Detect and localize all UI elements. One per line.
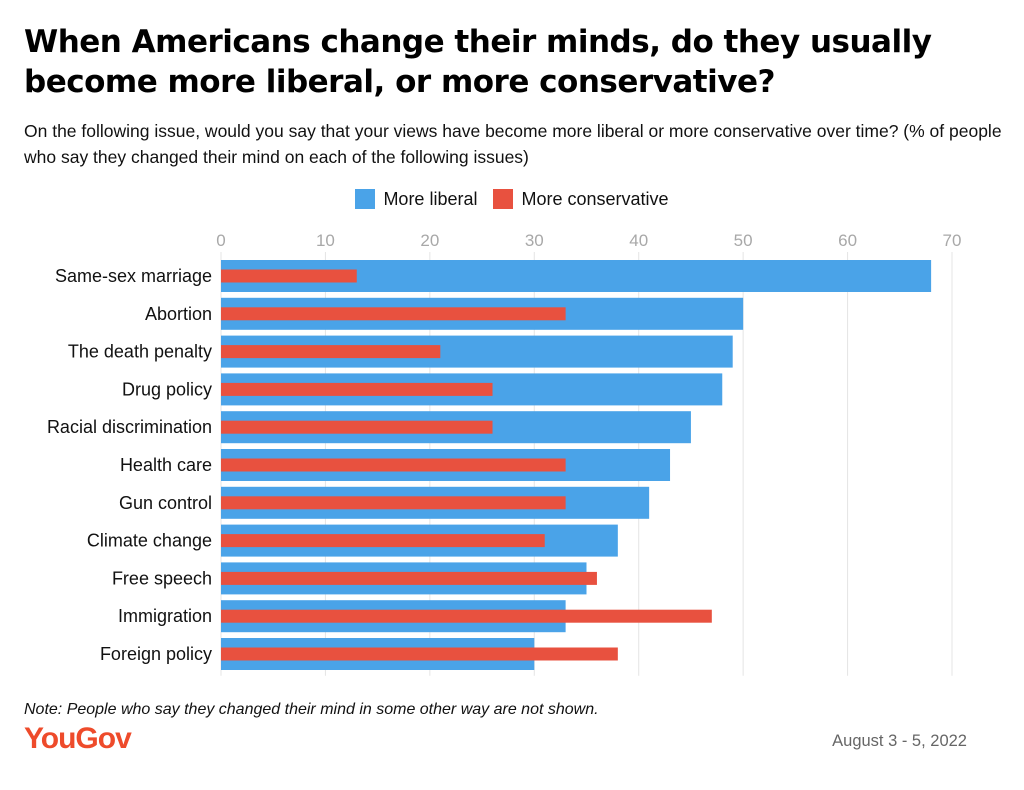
x-tick-label: 60: [838, 231, 857, 250]
bar-chart: 0 10 20 30 40 50 60 70 Same-sex marriage Abortion…: [47, 231, 962, 676]
x-tick-label: 10: [316, 231, 335, 250]
category-label: Drug policy: [122, 379, 212, 399]
x-tick-label: 40: [629, 231, 648, 250]
chart-title: When Americans change their minds, do th…: [24, 24, 932, 100]
bar-more-conservative: [221, 609, 712, 623]
x-tick-label: 20: [420, 231, 439, 250]
category-label: The death penalty: [68, 342, 212, 362]
legend: More liberal More conservative: [0, 186, 1024, 212]
bar-more-conservative: [221, 571, 597, 585]
chart-note: Note: People who say they changed their …: [24, 701, 599, 718]
bar-more-conservative: [221, 458, 566, 472]
bar-more-conservative: [221, 496, 566, 510]
legend-label-conservative: More conservative: [521, 188, 669, 209]
category-label: Climate change: [87, 531, 212, 551]
legend-swatch-conservative: [493, 189, 514, 209]
category-label: Gun control: [119, 493, 212, 513]
category-label: Immigration: [118, 606, 212, 626]
legend-item-conservative: More conservative: [493, 188, 669, 210]
x-tick-label: 0: [216, 231, 225, 250]
legend-item-liberal: More liberal: [355, 189, 477, 210]
category-label: Free speech: [112, 568, 212, 588]
legend-swatch-liberal: [355, 189, 376, 209]
legend-label-liberal: More liberal: [383, 188, 478, 209]
bar-more-conservative: [221, 382, 493, 396]
bar-more-conservative: [221, 647, 618, 661]
bar-more-conservative: [221, 534, 545, 548]
category-label: Same-sex marriage: [55, 266, 212, 286]
category-label: Abortion: [145, 304, 212, 324]
survey-date: August 3 - 5, 2022: [832, 732, 967, 750]
bar-more-conservative: [221, 307, 566, 321]
category-label: Foreign policy: [100, 644, 212, 664]
x-tick-label: 30: [525, 231, 544, 250]
x-tick-label: 70: [943, 231, 962, 250]
bar-more-conservative: [221, 345, 441, 359]
category-label: Racial discrimination: [47, 417, 212, 437]
bar-more-conservative: [221, 269, 357, 283]
category-label: Health care: [120, 455, 212, 475]
bar-more-conservative: [221, 420, 493, 434]
x-tick-label: 50: [734, 231, 753, 250]
yougov-logo: YouGov: [24, 722, 132, 755]
chart-subtitle: On the following issue, would you say th…: [24, 121, 1002, 167]
